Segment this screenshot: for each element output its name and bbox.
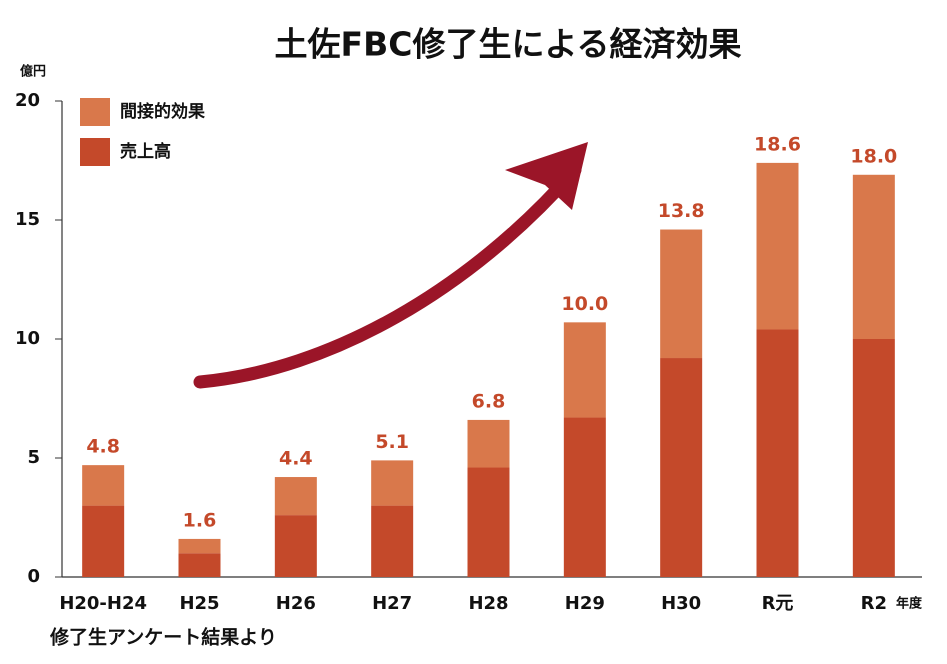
x-tick-label: H28 bbox=[468, 593, 508, 614]
x-tick-label: H20-H24 bbox=[59, 593, 147, 614]
bar-segment bbox=[274, 515, 317, 577]
legend-label: 売上高 bbox=[120, 141, 171, 162]
legend-label: 間接的効果 bbox=[120, 101, 205, 122]
bar-segment bbox=[82, 505, 125, 577]
total-label: 18.6 bbox=[754, 133, 801, 155]
x-tick-label: H26 bbox=[276, 593, 316, 614]
bar-segment bbox=[756, 162, 799, 330]
legend-swatch bbox=[80, 98, 110, 126]
y-tick-label: 5 bbox=[27, 447, 40, 468]
x-tick-label: H29 bbox=[565, 593, 605, 614]
legend-swatch bbox=[80, 138, 110, 166]
bar-segment bbox=[852, 339, 895, 577]
x-tick-label: R2 bbox=[861, 593, 887, 614]
arrow-head bbox=[505, 142, 588, 210]
bar-segment bbox=[756, 329, 799, 577]
x-tick-label: R元 bbox=[762, 593, 794, 614]
total-label: 1.6 bbox=[183, 509, 217, 531]
bar-segment bbox=[467, 467, 510, 577]
total-label: 13.8 bbox=[658, 200, 705, 222]
y-tick-label: 0 bbox=[27, 566, 40, 587]
bar-segment bbox=[178, 538, 221, 554]
total-label: 6.8 bbox=[472, 390, 506, 412]
bar-segment bbox=[660, 229, 703, 359]
bar-segment bbox=[371, 505, 414, 577]
bar-segment bbox=[274, 477, 317, 516]
y-tick-label: 20 bbox=[15, 90, 40, 111]
x-tick-label: H27 bbox=[372, 593, 412, 614]
y-unit: 億円 bbox=[20, 64, 46, 80]
x-tick-label: H25 bbox=[179, 593, 219, 614]
bar-segment bbox=[178, 553, 221, 577]
bar-segment bbox=[563, 322, 606, 418]
total-label: 4.8 bbox=[86, 436, 120, 458]
bar-segment bbox=[467, 419, 510, 468]
chart-title: 土佐FBC修了生による経済効果 bbox=[275, 25, 742, 64]
y-tick-label: 15 bbox=[15, 209, 40, 230]
bar-segment bbox=[371, 460, 414, 506]
total-label: 5.1 bbox=[375, 431, 409, 453]
x-tick-label: H30 bbox=[661, 593, 701, 614]
total-label: 10.0 bbox=[561, 293, 608, 315]
bar-segment bbox=[563, 417, 606, 577]
source-note: 修了生アンケート結果より bbox=[49, 626, 277, 649]
y-tick-label: 10 bbox=[15, 328, 40, 349]
total-label: 4.4 bbox=[279, 448, 313, 470]
bar-segment bbox=[82, 465, 125, 506]
bar-segment bbox=[852, 174, 895, 339]
bar-segment bbox=[660, 358, 703, 577]
total-label: 18.0 bbox=[850, 145, 897, 167]
growth-arrow bbox=[193, 163, 582, 389]
x-unit: 年度 bbox=[896, 596, 923, 612]
